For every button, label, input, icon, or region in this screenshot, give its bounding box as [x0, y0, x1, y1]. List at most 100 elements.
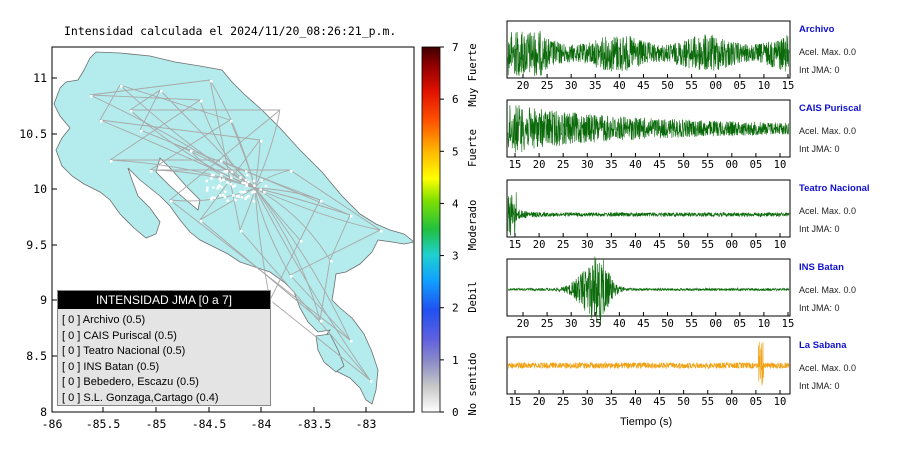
seismogram-tick: 00 — [725, 159, 738, 171]
road — [129, 89, 256, 189]
city-marker — [223, 195, 227, 199]
station-name: Archivo — [799, 24, 835, 35]
map-x-tick: -84.5 — [192, 417, 227, 431]
seismogram-tick: 15 — [782, 318, 795, 330]
city-marker — [320, 200, 323, 203]
city-marker — [280, 110, 283, 113]
city-marker — [230, 120, 233, 123]
station-accel: Acel. Max. 0.0 — [799, 206, 857, 216]
city-marker — [236, 194, 239, 198]
seismogram-tick: 40 — [613, 80, 626, 92]
seismogram-tick: 30 — [581, 159, 594, 171]
colorbar-label: Moderado — [467, 200, 479, 251]
seismogram-tick: 20 — [533, 396, 546, 408]
seismogram-tick: 45 — [653, 159, 666, 171]
seismogram-tick: 25 — [541, 80, 554, 92]
city-marker — [234, 198, 237, 202]
city-marker — [219, 179, 223, 183]
city-marker — [110, 160, 113, 163]
seismogram-tick: 25 — [557, 159, 570, 171]
seismogram-frame — [506, 179, 791, 238]
city-marker — [140, 130, 143, 133]
city-marker — [225, 170, 229, 173]
seismogram-tick: 30 — [565, 318, 578, 330]
city-marker — [243, 182, 247, 185]
city-marker — [260, 179, 263, 182]
road — [139, 89, 256, 189]
station-name: CAIS Puriscal — [799, 103, 862, 114]
city-marker — [200, 220, 203, 223]
colorbar-labels: No sentido Debil Moderado Fuerte Muy Fuerte — [467, 43, 479, 415]
seismogram-tick: 45 — [653, 239, 666, 251]
city-marker — [206, 186, 209, 190]
city-marker — [290, 170, 293, 173]
station-name: La Sabana — [799, 340, 847, 351]
seismogram-tick: 10 — [774, 239, 787, 251]
seismogram-tick: 05 — [733, 318, 746, 330]
road — [254, 187, 351, 341]
colorbar-label: Muy Fuerte — [467, 43, 479, 106]
city-marker — [220, 174, 223, 177]
city-marker — [226, 199, 229, 202]
city-marker — [218, 177, 221, 180]
seismogram-tick: 10 — [758, 318, 771, 330]
city-marker — [247, 194, 250, 198]
seismogram-tick: 50 — [661, 80, 674, 92]
city-marker — [330, 260, 333, 263]
map-axes: -86 -85.5 -85 -84.5 -84 -83.5 -83 11 10.5 10 9.5 9 8… — [19, 71, 376, 431]
city-marker — [219, 194, 222, 197]
station-accel: Acel. Max. 0.0 — [799, 363, 857, 373]
legend-row: [ 0 ] INS Batan (0.5) — [62, 360, 160, 373]
station-accel: Acel. Max. 0.0 — [799, 47, 857, 57]
map-x-tick: -83 — [356, 417, 377, 431]
seismogram-tick: 50 — [677, 396, 690, 408]
seismogram-tick: 55 — [701, 396, 714, 408]
seismogram-tick: 25 — [557, 396, 570, 408]
seismogram-tick: 10 — [774, 396, 787, 408]
city-marker — [244, 178, 248, 182]
legend-title: INTENSIDAD JMA [0 a 7] — [58, 291, 270, 309]
map-y-tick: 10.5 — [19, 127, 47, 141]
seismogram-tick: 25 — [541, 318, 554, 330]
road — [254, 187, 382, 276]
city-marker — [244, 197, 247, 200]
colorbar-tick: 1 — [452, 354, 459, 367]
map-y-tick: 8 — [40, 405, 47, 419]
map-y-tick: 9 — [40, 293, 47, 307]
seismogram-tick: 25 — [557, 239, 570, 251]
city-marker — [259, 188, 262, 191]
road — [254, 169, 381, 231]
city-marker — [220, 185, 223, 189]
city-marker — [245, 183, 249, 186]
city-marker — [251, 191, 254, 194]
city-marker — [270, 300, 273, 303]
station-accel: Acel. Max. 0.0 — [799, 126, 857, 136]
seismogram-panels: 20 25 30 35 40 45 50 55 00 05 10 15 15 20 25 30 35 40 45 50… — [506, 20, 795, 408]
legend-row: [ 0 ] S.L. Gonzaga,Cartago (0.4) — [62, 391, 219, 404]
seismogram-tick: 20 — [533, 159, 546, 171]
seismogram-tick: 50 — [677, 159, 690, 171]
city-marker — [170, 200, 173, 203]
legend-row: [ 0 ] Archivo (0.5) — [62, 314, 146, 326]
colorbar-tick: 2 — [452, 302, 459, 315]
map-title: Intensidad calculada el 2024/11/20_08:26… — [64, 24, 397, 38]
city-marker — [245, 195, 248, 199]
seismogram-tick: 40 — [629, 396, 642, 408]
legend-list: [ 0 ] Archivo (0.5) [ 0 ] CAIS Puriscal (… — [58, 313, 270, 406]
city-marker — [263, 191, 266, 194]
city-marker — [230, 170, 234, 174]
time-axis-label: Tiempo (s) — [620, 416, 673, 428]
city-marker — [222, 193, 225, 197]
seismogram-tick: 20 — [533, 239, 546, 251]
seismogram-tick: 35 — [589, 80, 602, 92]
colorbar-tick: 6 — [452, 93, 459, 106]
road — [239, 187, 371, 381]
seismogram-trace — [507, 192, 790, 236]
station-intensity: Int JMA: 0 — [799, 303, 840, 313]
colorbar-label: No sentido — [467, 352, 479, 415]
seismogram-tick: 55 — [685, 80, 698, 92]
map-y-tick: 9.5 — [26, 238, 47, 252]
map-x-tick: -85.5 — [86, 417, 121, 431]
seismogram-tick: 15 — [782, 80, 795, 92]
city-marker — [253, 190, 256, 194]
